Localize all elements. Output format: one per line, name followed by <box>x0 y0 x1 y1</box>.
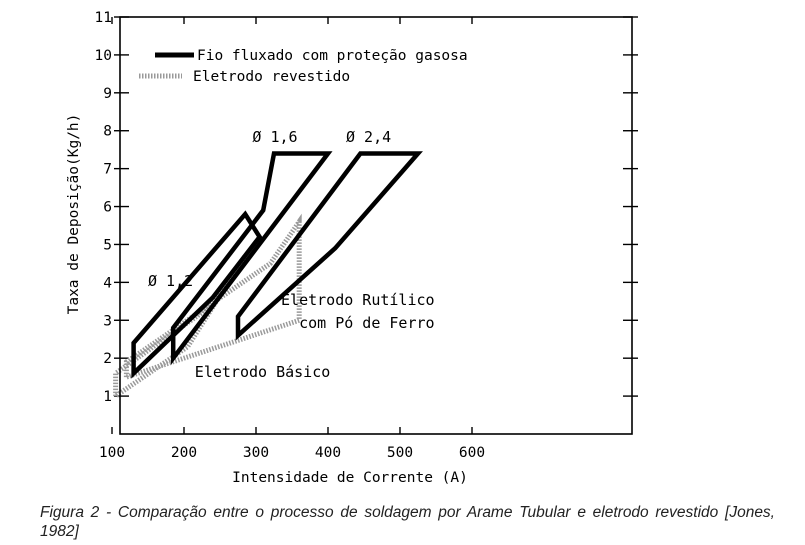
y-tick-label: 9 <box>103 86 112 102</box>
annotation-label: Ø 2,4 <box>346 128 391 146</box>
chart-labels: Ø 1,2 Ø 1,6 Ø 2,4 Eletrodo Rutílico com Pó d… <box>148 128 435 381</box>
y-tick-label: 7 <box>103 162 112 178</box>
x-tick-label: 300 <box>243 445 269 461</box>
y-tick-label: 10 <box>95 48 112 64</box>
x-tick-label: 600 <box>459 445 485 461</box>
legend-label-fio-fluxado: Fio fluxado com proteção gasosa <box>197 48 468 64</box>
y-tick-label: 3 <box>103 313 112 329</box>
annotation-label: Eletrodo Básico <box>195 363 330 381</box>
y-tick-label: 11 <box>95 10 112 26</box>
x-tick-label: 100 <box>99 445 125 461</box>
legend: Fio fluxado com proteção gasosa Eletrodo… <box>139 48 468 85</box>
annotation-label: com Pó de Ferro <box>299 314 434 332</box>
annotation-label: Ø 1,6 <box>252 128 297 146</box>
region-eletrodo-rut-lico-com-p-de-ferro <box>123 213 302 381</box>
x-axis-title: Intensidade de Corrente (A) <box>232 470 468 486</box>
figure-caption: Figura 2 - Comparação entre o processo d… <box>40 504 775 540</box>
x-tick-label: 200 <box>171 445 197 461</box>
y-tick-label: 8 <box>103 124 112 140</box>
y-tick-label: 6 <box>103 200 112 216</box>
annotation-label: Ø 1,2 <box>148 272 193 290</box>
y-tick-label: 1 <box>103 389 112 405</box>
plot-frame <box>119 16 633 435</box>
annotation-label: Eletrodo Rutílico <box>281 291 435 309</box>
region-2-4 <box>235 151 423 341</box>
y-tick-label: 5 <box>103 237 112 253</box>
legend-label-eletrodo-revestido: Eletrodo revestido <box>193 69 350 85</box>
data-regions <box>113 151 423 401</box>
y-axis-title: Taxa de Deposição(Kg/h) <box>66 114 82 315</box>
region-eletrodo-b-sico <box>113 254 248 401</box>
x-tick-label: 500 <box>387 445 413 461</box>
region-1-6 <box>170 151 333 365</box>
x-tick-label: 400 <box>315 445 341 461</box>
y-tick-label: 4 <box>103 275 112 291</box>
axis-ticks: 100 200 300 400 500 600 1 2 3 4 5 6 7 8 9 10 11 <box>95 10 638 461</box>
y-tick-label: 2 <box>103 351 112 367</box>
